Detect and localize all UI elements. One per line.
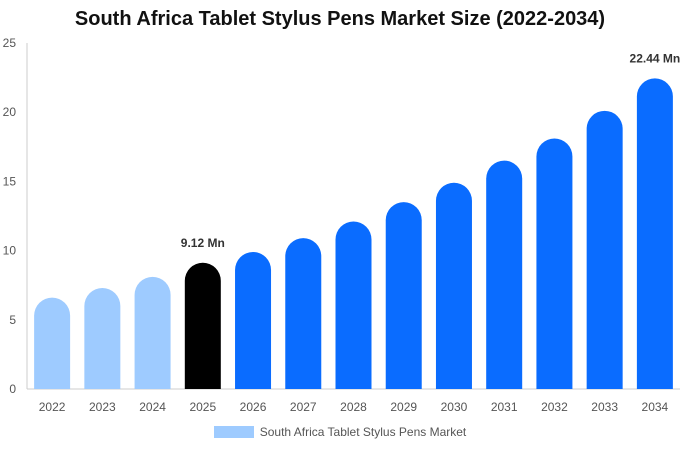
x-tick-label: 2032: [541, 400, 568, 414]
bar-2029: [385, 202, 422, 389]
x-tick-label: 2028: [340, 400, 367, 414]
bar-2031: [486, 160, 523, 389]
bar-2023: [84, 287, 121, 389]
bar-2034: [636, 78, 673, 389]
bar-2032: [536, 138, 573, 389]
x-tick-label: 2027: [290, 400, 317, 414]
x-tick-label: 2030: [441, 400, 468, 414]
chart-title: South Africa Tablet Stylus Pens Market S…: [74, 8, 606, 30]
data-label-2025: 9.12 Mn: [181, 236, 225, 250]
x-tick-label: 2022: [39, 400, 66, 414]
y-tick-label: 25: [3, 36, 17, 50]
bar-2025: [184, 262, 221, 389]
legend[interactable]: South Africa Tablet Stylus Pens Market: [0, 425, 680, 439]
y-tick-label: 5: [9, 313, 16, 327]
data-label-2034: 22.44 Mn: [630, 51, 680, 65]
x-tick-label: 2023: [89, 400, 116, 414]
bar-2027: [285, 238, 322, 389]
x-tick-label: 2026: [240, 400, 267, 414]
bar-2030: [435, 182, 472, 389]
legend-swatch: [213, 426, 254, 438]
x-tick-label: 2025: [189, 400, 216, 414]
y-tick-label: 0: [9, 382, 16, 396]
x-tick-label: 2029: [390, 400, 417, 414]
bar-2033: [586, 110, 623, 390]
bar-2024: [134, 276, 171, 389]
x-tick-label: 2024: [139, 400, 166, 414]
bar-2028: [335, 221, 372, 389]
x-tick-label: 2031: [491, 400, 518, 414]
y-tick-label: 15: [3, 174, 17, 188]
x-tick-label: 2034: [642, 400, 669, 414]
bar-2026: [235, 252, 272, 389]
y-tick-label: 20: [3, 105, 17, 119]
bar-2022: [34, 297, 71, 389]
legend-label: South Africa Tablet Stylus Pens Market: [259, 425, 467, 439]
y-tick-label: 10: [3, 244, 17, 258]
x-tick-label: 2033: [591, 400, 618, 414]
